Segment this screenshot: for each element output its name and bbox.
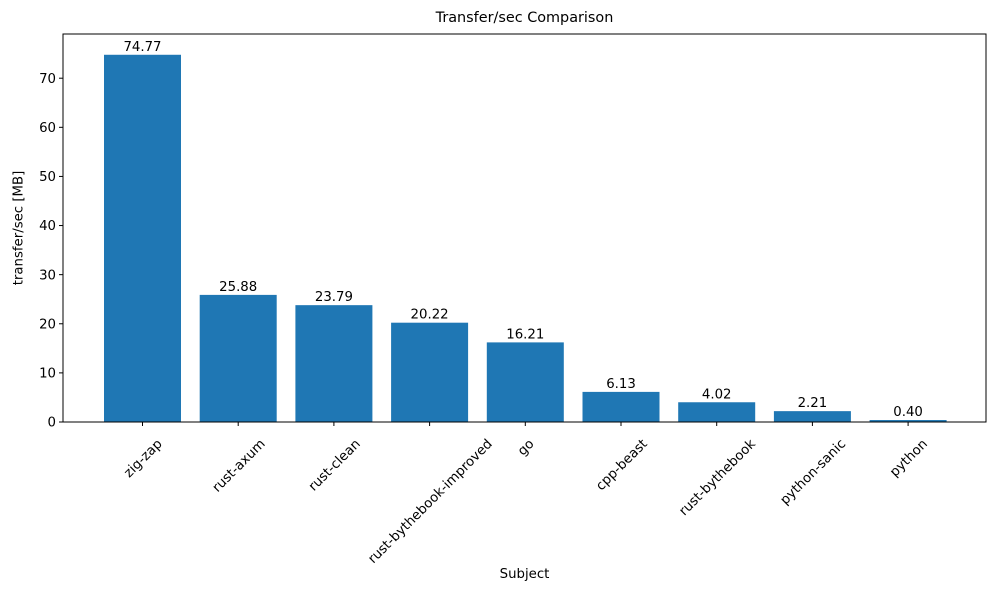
bar <box>199 294 277 422</box>
bar-value-label: 25.88 <box>219 280 257 295</box>
bar-value-label: 0.40 <box>893 405 923 420</box>
bar <box>582 391 660 422</box>
x-tick-label: go <box>515 437 537 459</box>
x-tick-label: zig-zap <box>121 437 165 481</box>
axes-box <box>62 33 987 423</box>
y-axis-label: transfer/sec [MB] <box>11 170 27 286</box>
bar-value-label: 2.21 <box>798 396 828 411</box>
bar-value-label: 6.13 <box>606 377 636 392</box>
bar <box>869 420 947 422</box>
bar <box>678 402 756 422</box>
x-tick-label: rust-bythebook <box>677 437 760 520</box>
bar-value-label: 23.79 <box>315 290 353 305</box>
bar-value-label: 16.21 <box>506 327 544 342</box>
x-tick-label: python-sanic <box>778 437 849 508</box>
x-tick-label: python <box>887 437 930 480</box>
y-tick-label: 40 <box>39 219 56 234</box>
bar <box>104 54 181 423</box>
y-tick-label: 20 <box>39 317 56 332</box>
x-tick-label: rust-clean <box>306 437 364 495</box>
x-tick-label: cpp-beast <box>593 437 650 494</box>
bar <box>773 411 851 422</box>
x-axis-label: Subject <box>499 567 550 582</box>
y-tick-label: 50 <box>39 170 56 185</box>
bar-value-label: 20.22 <box>411 308 449 323</box>
x-tick-label: rust-bythebook-improved <box>366 437 496 567</box>
y-tick-label: 10 <box>39 367 56 382</box>
chart-title: Transfer/sec Comparison <box>435 10 614 26</box>
bar <box>391 322 469 422</box>
x-tick-label: rust-axum <box>210 437 269 496</box>
bar <box>486 342 564 422</box>
y-tick-label: 0 <box>48 416 56 431</box>
y-tick-label: 70 <box>39 72 56 87</box>
bar-value-label: 74.77 <box>123 40 161 55</box>
y-tick-label: 60 <box>39 121 56 136</box>
bar <box>295 305 373 422</box>
y-tick-label: 30 <box>39 268 56 283</box>
bar-value-label: 4.02 <box>702 387 732 402</box>
